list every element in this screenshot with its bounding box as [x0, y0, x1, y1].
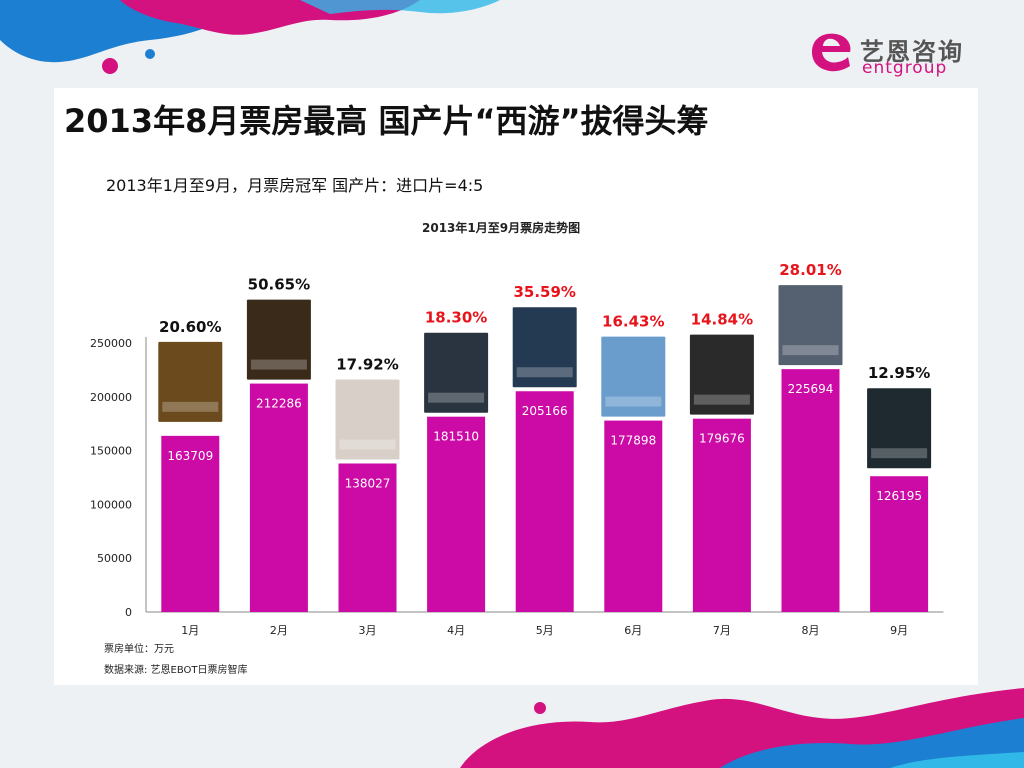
- movie-poster: [689, 334, 754, 415]
- poster-title-strip: [516, 367, 573, 378]
- paint-splash-top-left: [0, 0, 500, 74]
- share-percent-label: 16.43%: [602, 313, 664, 331]
- box-office-bar-chart: 0 50000 100000 150000 200000 250000 163709 1月 20…: [90, 261, 944, 637]
- source-note: 数据来源: 艺恩EBOT日票房智库: [104, 665, 248, 676]
- paint-splash-bottom: [460, 688, 1024, 768]
- share-percent-label: 14.84%: [691, 311, 753, 329]
- movie-poster: [601, 336, 666, 417]
- bar: [692, 418, 751, 612]
- bar-value-label: 212286: [256, 397, 302, 411]
- bar-value-label: 177898: [610, 434, 656, 448]
- x-tick-label: 7月: [713, 624, 731, 637]
- movie-poster: [424, 332, 489, 413]
- page-title: 2013年8月票房最高 国产片“西游”拔得头筹: [64, 102, 709, 140]
- bar: [870, 476, 929, 612]
- page-subtitle: 2013年1月至9月，月票房冠军 国产片：进口片=4:5: [106, 176, 484, 195]
- bar: [515, 391, 574, 612]
- unit-note: 票房单位：万元: [104, 644, 174, 655]
- bar: [427, 416, 486, 612]
- poster-title-strip: [250, 359, 307, 370]
- share-percent-label: 20.60%: [159, 318, 221, 336]
- poster-title-strip: [782, 345, 839, 356]
- bar-value-label: 138027: [345, 476, 391, 490]
- poster-title-strip: [339, 439, 396, 450]
- share-percent-label: 18.30%: [425, 309, 487, 327]
- bar: [338, 463, 397, 612]
- bar: [604, 420, 663, 612]
- bar: [249, 383, 308, 612]
- bar-value-label: 181510: [433, 430, 479, 444]
- share-percent-label: 28.01%: [779, 261, 841, 279]
- x-tick-label: 1月: [181, 624, 199, 637]
- entgroup-e-icon: [812, 33, 851, 72]
- poster-title-strip: [428, 392, 485, 403]
- poster-title-strip: [693, 394, 750, 405]
- y-tick-label: 150000: [90, 445, 132, 458]
- x-tick-label: 9月: [890, 624, 908, 637]
- brand-name-cn: 艺恩咨询: [860, 38, 964, 66]
- share-percent-label: 35.59%: [513, 283, 575, 301]
- y-tick-label: 0: [125, 606, 132, 619]
- y-tick-label: 100000: [90, 498, 132, 511]
- share-percent-label: 12.95%: [868, 364, 930, 382]
- share-percent-label: 50.65%: [248, 276, 310, 294]
- bar-value-label: 225694: [788, 382, 834, 396]
- bar-value-label: 163709: [167, 449, 213, 463]
- x-tick-label: 5月: [536, 624, 554, 637]
- content-panel: 2013年8月票房最高 国产片“西游”拔得头筹 2013年1月至9月，月票房冠军…: [54, 88, 978, 685]
- movie-poster: [246, 299, 311, 380]
- x-tick-label: 6月: [624, 624, 642, 637]
- chart-title: 2013年1月至9月票房走势图: [422, 221, 581, 235]
- bar-value-label: 179676: [699, 432, 745, 446]
- bar-value-label: 205166: [522, 404, 568, 418]
- x-tick-label: 8月: [802, 624, 820, 637]
- movie-poster: [867, 388, 932, 469]
- y-tick-label: 50000: [97, 552, 132, 565]
- movie-poster: [335, 379, 400, 460]
- bar: [781, 369, 840, 612]
- y-tick-label: 250000: [90, 337, 132, 350]
- poster-title-strip: [871, 448, 928, 459]
- share-percent-label: 17.92%: [336, 355, 398, 373]
- movie-poster: [512, 307, 577, 388]
- poster-title-strip: [162, 401, 219, 412]
- entgroup-logo: 艺恩咨询 entgroup: [806, 30, 976, 80]
- x-tick-label: 3月: [359, 624, 377, 637]
- bar-value-label: 126195: [876, 489, 922, 503]
- y-tick-label: 200000: [90, 391, 132, 404]
- movie-poster: [158, 341, 223, 422]
- movie-poster: [778, 285, 843, 366]
- poster-title-strip: [605, 396, 662, 407]
- x-tick-label: 2月: [270, 624, 288, 637]
- brand-name-en: entgroup: [862, 58, 948, 78]
- x-tick-label: 4月: [447, 624, 465, 637]
- bar: [161, 435, 220, 612]
